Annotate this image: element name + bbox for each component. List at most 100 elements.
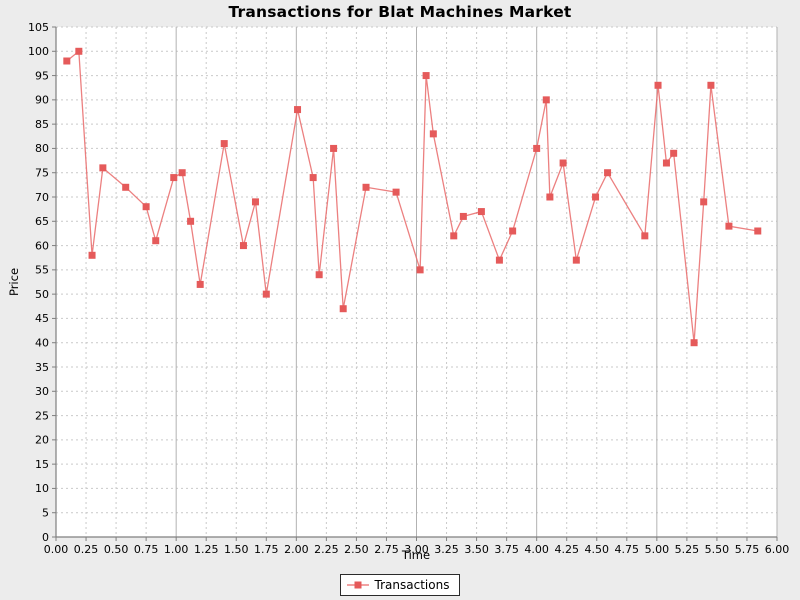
data-point-marker xyxy=(559,159,567,167)
data-point-marker xyxy=(572,256,580,264)
x-tick-label: 5.00 xyxy=(645,543,670,556)
x-tick-label: 6.00 xyxy=(765,543,790,556)
data-point-marker xyxy=(88,251,96,259)
series-line xyxy=(66,49,758,343)
series-marker-icon xyxy=(346,581,369,589)
data-point-marker xyxy=(392,188,400,196)
data-point-marker xyxy=(152,237,160,245)
y-tick-label: 40 xyxy=(35,337,49,350)
data-point-marker xyxy=(725,222,733,230)
x-tick-label: 0.50 xyxy=(104,543,129,556)
x-axis-label: Time xyxy=(401,548,430,562)
y-tick-label: 105 xyxy=(28,21,49,34)
y-tick-label: 50 xyxy=(35,288,49,301)
data-point-marker xyxy=(707,81,715,89)
data-point-marker xyxy=(450,232,458,240)
y-tick-label: 55 xyxy=(35,264,49,277)
x-tick-label: 4.50 xyxy=(585,543,610,556)
data-point-marker xyxy=(178,169,186,177)
data-point-marker xyxy=(315,271,323,279)
data-point-marker xyxy=(330,144,338,152)
y-tick-label: 35 xyxy=(35,361,49,374)
y-tick-label: 90 xyxy=(35,94,49,107)
y-tick-label: 95 xyxy=(35,69,49,82)
data-point-marker xyxy=(754,227,762,235)
data-point-marker xyxy=(142,203,150,211)
x-tick-label: 3.00 xyxy=(404,543,429,556)
data-point-marker xyxy=(429,130,437,138)
data-point-marker xyxy=(196,280,204,288)
data-point-marker xyxy=(700,198,708,206)
legend: Transactions xyxy=(0,574,800,596)
y-tick-label: 15 xyxy=(35,458,49,471)
gridlines xyxy=(56,26,778,537)
x-tick-label: 1.25 xyxy=(194,543,219,556)
data-point-marker xyxy=(99,164,107,172)
y-tick-label: 70 xyxy=(35,191,49,204)
data-point-marker xyxy=(690,339,698,347)
data-point-marker xyxy=(220,140,228,148)
y-tick-label: 85 xyxy=(35,118,49,131)
x-tick-label: 2.75 xyxy=(374,543,399,556)
tick-marks xyxy=(52,26,778,541)
y-tick-label: 0 xyxy=(42,531,49,544)
data-point-marker xyxy=(533,144,541,152)
y-tick-label: 10 xyxy=(35,482,49,495)
data-point-marker xyxy=(477,208,485,216)
data-point-marker xyxy=(416,266,424,274)
x-tick-label: 3.75 xyxy=(494,543,519,556)
x-tick-label: 2.25 xyxy=(314,543,339,556)
x-tick-label: 2.00 xyxy=(284,543,309,556)
x-tick-label: 0.00 xyxy=(44,543,69,556)
legend-box: Transactions xyxy=(339,574,461,596)
data-point-marker xyxy=(422,72,430,80)
x-tick-label: 1.00 xyxy=(164,543,189,556)
x-tick-label: 2.50 xyxy=(344,543,369,556)
data-point-marker xyxy=(239,242,247,250)
y-tick-label: 20 xyxy=(35,434,49,447)
x-tick-label: 1.75 xyxy=(254,543,279,556)
y-axis-label: Price xyxy=(7,268,21,296)
x-tick-label: 5.50 xyxy=(705,543,730,556)
x-tick-label: 4.75 xyxy=(615,543,640,556)
x-tick-label: 0.25 xyxy=(74,543,99,556)
data-point-marker xyxy=(459,212,467,220)
y-tick-label: 75 xyxy=(35,167,49,180)
data-point-marker xyxy=(592,193,600,201)
data-point-marker xyxy=(670,149,678,157)
data-point-marker xyxy=(294,106,302,114)
y-tick-label: 80 xyxy=(35,142,49,155)
x-tick-label: 5.75 xyxy=(735,543,760,556)
x-tick-label: 3.50 xyxy=(464,543,489,556)
data-point-marker xyxy=(63,57,71,65)
tick-labels: 0 5 10 15 20 25 30 35 40 45 50 55 60 65 70 75 80 85 90 95 10… xyxy=(28,21,789,556)
data-point-marker xyxy=(604,169,612,177)
y-tick-label: 60 xyxy=(35,239,49,252)
y-tick-label: 30 xyxy=(35,385,49,398)
y-tick-label: 45 xyxy=(35,312,49,325)
data-point-marker xyxy=(339,305,347,313)
x-tick-label: 0.75 xyxy=(134,543,159,556)
data-point-marker xyxy=(170,174,178,182)
y-tick-label: 5 xyxy=(42,507,49,520)
data-point-marker xyxy=(654,81,662,89)
data-point-marker xyxy=(546,193,554,201)
x-tick-label: 3.25 xyxy=(434,543,459,556)
data-point-marker xyxy=(495,256,503,264)
x-tick-label: 4.25 xyxy=(554,543,579,556)
data-point-marker xyxy=(662,159,670,167)
legend-label: Transactions xyxy=(374,578,450,592)
chart-title: Transactions for Blat Machines Market xyxy=(228,3,572,21)
x-tick-label: 5.25 xyxy=(675,543,700,556)
data-point-marker xyxy=(641,232,649,240)
data-point-marker xyxy=(362,183,370,191)
y-tick-label: 25 xyxy=(35,409,49,422)
data-point-marker xyxy=(187,217,195,225)
data-point-marker xyxy=(262,290,270,298)
data-point-marker xyxy=(309,174,317,182)
data-point-marker xyxy=(251,198,259,206)
data-point-marker xyxy=(542,96,550,104)
x-tick-label: 1.50 xyxy=(224,543,249,556)
data-point-marker xyxy=(509,227,517,235)
